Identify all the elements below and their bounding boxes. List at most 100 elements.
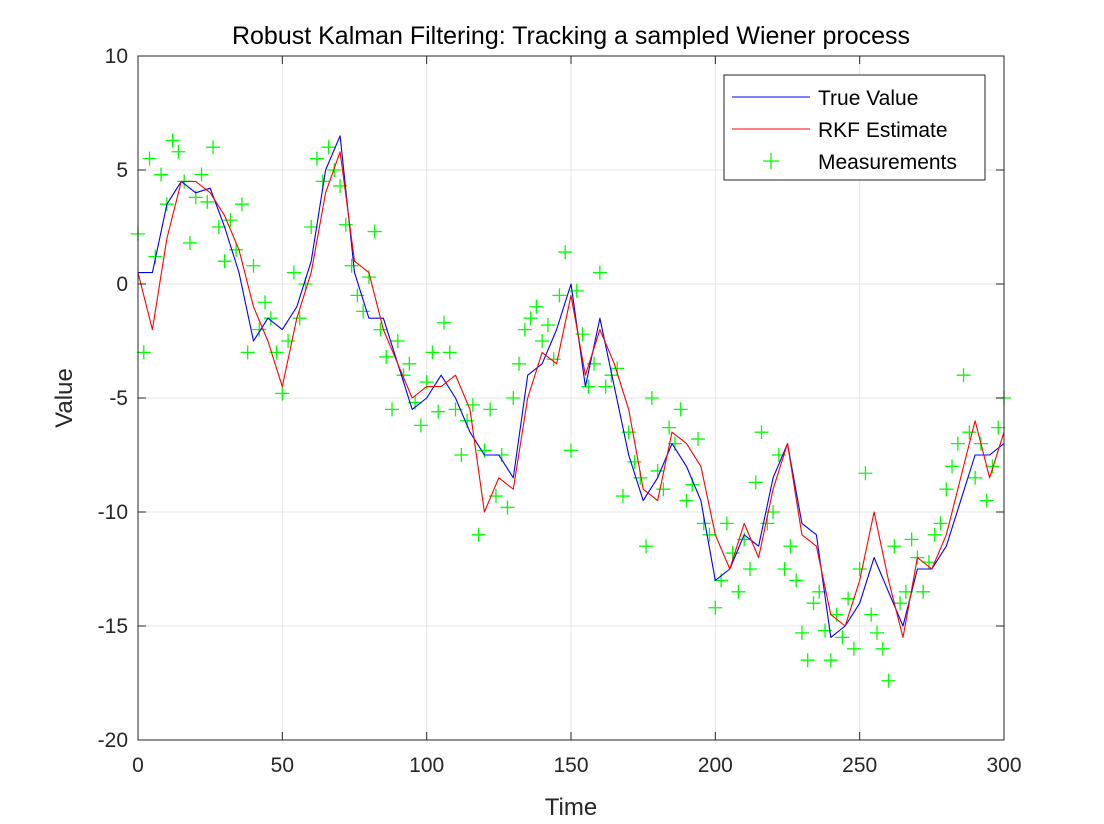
measurement-marker (217, 254, 232, 269)
measurement-marker (662, 420, 677, 435)
legend-label-true-value: True Value (818, 87, 918, 110)
measurement-marker (171, 144, 186, 159)
measurement-marker (639, 539, 654, 554)
measurement-marker (800, 653, 815, 668)
measurement-marker (927, 527, 942, 542)
measurement-marker (939, 482, 954, 497)
measurement-marker (246, 258, 261, 273)
measurement-marker (385, 402, 400, 417)
measurement-marker (748, 475, 763, 490)
measurement-marker (390, 334, 405, 348)
measurement-marker (916, 584, 931, 599)
measurement-marker (142, 151, 157, 166)
measurement-marker (321, 140, 336, 155)
measurement-marker (835, 630, 850, 645)
measurement-marker (644, 391, 659, 405)
x-tick-label: 0 (132, 754, 144, 777)
measurement-marker (540, 318, 555, 333)
measurement-marker (471, 527, 486, 542)
x-tick-label: 300 (986, 754, 1021, 777)
x-tick-label: 200 (698, 754, 733, 777)
x-axis-title: Time (545, 794, 597, 821)
y-tick-label: 5 (116, 159, 128, 182)
chart-title: Robust Kalman Filtering: Tracking a samp… (232, 22, 910, 50)
measurement-marker (893, 596, 908, 611)
measurement-marker (529, 299, 544, 314)
measurement-marker (789, 573, 804, 588)
measurement-marker (309, 151, 324, 166)
measurement-marker (402, 356, 417, 371)
measurement-marker (968, 470, 983, 485)
measurement-marker (962, 425, 977, 440)
measurement-marker (483, 402, 498, 417)
measurement-marker (852, 562, 867, 576)
y-axis-title: Value (51, 368, 78, 428)
y-tick-label: -10 (98, 501, 128, 524)
measurement-marker (500, 500, 515, 515)
measurement-marker (223, 213, 238, 228)
measurement-marker (875, 641, 890, 656)
measurement-marker (691, 432, 706, 447)
measurement-marker (286, 265, 301, 280)
measurement-marker (823, 653, 838, 668)
measurement-marker (275, 386, 290, 401)
measurement-marker (454, 448, 469, 462)
measurement-marker (506, 391, 521, 405)
measurement-marker (564, 443, 578, 458)
measurement-marker (945, 459, 960, 474)
legend-marker-measurements (763, 153, 779, 169)
measurement-marker (304, 220, 319, 234)
measurement-marker (950, 436, 965, 451)
measurement-marker (512, 356, 527, 371)
data-layer (131, 133, 1011, 688)
measurement-marker (263, 311, 278, 326)
x-tick-label: 100 (409, 754, 444, 777)
measurement-marker (356, 304, 371, 319)
measurement-marker (200, 194, 215, 209)
measurement-marker (708, 600, 723, 615)
measurement-marker (535, 334, 550, 348)
measurement-marker (656, 482, 671, 497)
measurement-marker (725, 546, 740, 561)
measurement-marker (846, 641, 861, 656)
measurement-marker (558, 245, 573, 260)
measurement-marker (281, 334, 296, 348)
y-tick-label: -20 (98, 729, 128, 752)
x-tick-label: 50 (271, 754, 294, 777)
measurement-marker (881, 673, 896, 688)
measurement-marker (523, 311, 538, 326)
measurement-marker (754, 425, 769, 440)
measurement-marker (679, 493, 694, 508)
measurement-marker (904, 532, 919, 547)
measurement-marker (731, 584, 746, 599)
y-tick-label: 10 (105, 45, 128, 68)
measurement-marker (194, 167, 209, 182)
measurement-marker (841, 591, 856, 606)
y-tick-label: -5 (109, 387, 128, 410)
measurement-marker (979, 493, 994, 508)
measurement-marker (165, 133, 180, 148)
legend-label-rkf-estimate: RKF Estimate (818, 119, 948, 142)
measurement-marker (581, 379, 596, 394)
measurement-marker (517, 322, 532, 337)
x-tick-label: 250 (842, 754, 877, 777)
measurement-marker (425, 345, 440, 360)
measurement-marker (211, 220, 226, 234)
measurement-marker (136, 345, 151, 360)
measurement-marker (702, 527, 717, 542)
measurement-marker (327, 163, 342, 177)
measurement-marker (442, 345, 457, 360)
measurement-marker (742, 562, 757, 576)
measurement-marker (650, 463, 665, 478)
measurement-marker (436, 315, 451, 330)
measurement-marker (887, 539, 902, 554)
measurement-marker (182, 235, 197, 250)
measurement-marker (615, 489, 630, 504)
measurement-marker (344, 258, 359, 273)
measurement-marker (258, 295, 273, 310)
legend[interactable]: True Value RKF Estimate Measurements (723, 74, 986, 181)
measurement-marker (552, 288, 567, 303)
measurement-marker (864, 607, 879, 622)
measurement-marker (627, 454, 642, 469)
x-tick-label: 150 (553, 754, 588, 777)
